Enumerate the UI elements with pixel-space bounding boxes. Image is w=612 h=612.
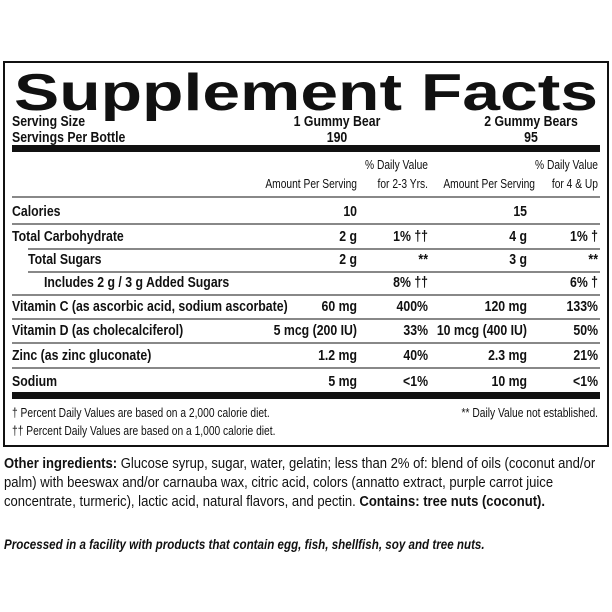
nutrient-value: 4 g [509,228,527,244]
nutrient-value: 5 mcg (200 IU) [274,322,357,338]
nutrient-value: 33% [403,322,428,338]
nutrient-value: 133% [567,298,598,314]
title: Supplement Facts [14,64,598,122]
nutrient-value: 10 mg [491,373,527,389]
nutrient-name: Includes 2 g / 3 g Added Sugars [44,274,230,290]
panel-border [3,61,609,447]
nutrient-value: 60 mg [321,298,357,314]
serving-size: 1 Gummy Bear [294,113,381,129]
serving-size: 2 Gummy Bears [484,113,578,129]
servings-label: Servings Per Bottle [12,129,126,145]
nutrient-value: 1.2 mg [318,347,357,363]
column-header: % Daily Value [535,159,598,172]
nutrient-value: 50% [573,322,598,338]
nutrient-name: Total Carbohydrate [12,228,124,244]
other-ingredients: Other ingredients: Glucose syrup, sugar,… [4,455,607,512]
thick-rule [12,392,600,399]
nutrient-value: 120 mg [485,298,527,314]
column-header: for 4 & Up [552,178,598,191]
nutrient-value: 10 [343,203,357,219]
nutrient-value: 21% [573,347,598,363]
nutrient-value: 2 g [339,251,357,267]
serving-size-label: Serving Size [12,113,85,129]
nutrient-value: 40% [403,347,428,363]
nutrient-name: Vitamin D (as cholecalciferol) [12,322,183,338]
nutrient-value: <1% [573,373,598,389]
nutrient-name: Sodium [12,373,57,389]
nutrient-value: 6% † [570,274,598,290]
servings-count: 190 [327,129,348,145]
ingredients-label: Other ingredients: [4,456,118,472]
nutrient-name: Total Sugars [28,251,102,267]
nutrient-value: 400% [397,298,428,314]
column-header: Amount Per Serving [265,178,357,191]
column-header: for 2-3 Yrs. [378,178,428,191]
nutrient-value: 10 mcg (400 IU) [437,322,527,338]
footnote: † Percent Daily Values are based on a 2,… [12,407,270,420]
nutrient-value: 1% † [570,228,598,244]
nutrient-value: 3 g [509,251,527,267]
nutrient-name: Vitamin C (as ascorbic acid, sodium asco… [12,298,288,314]
nutrient-value: 2 g [339,228,357,244]
nutrient-value: 2.3 mg [488,347,527,363]
nutrient-value: 1% †† [393,228,428,244]
nutrient-value: <1% [403,373,428,389]
nutrient-value: 5 mg [328,373,357,389]
nutrient-name: Calories [12,203,61,219]
servings-count: 95 [524,129,538,145]
nutrient-value: 8% †† [393,274,428,290]
column-header: % Daily Value [365,159,428,172]
footnote: ** Daily Value not established. [462,407,598,420]
nutrient-value: 15 [513,203,527,219]
contains: Contains: tree nuts (coconut). [359,494,546,510]
nutrient-value: ** [588,251,598,267]
thick-rule [12,145,600,152]
column-header: Amount Per Serving [443,178,535,191]
processed-note: Processed in a facility with products th… [4,537,485,552]
ingredients-text: Glucose syrup, sugar, water, gelatin; le… [4,456,596,510]
nutrient-name: Zinc (as zinc gluconate) [12,347,151,363]
nutrient-value: ** [418,251,428,267]
footnote: †† Percent Daily Values are based on a 1… [12,425,275,438]
